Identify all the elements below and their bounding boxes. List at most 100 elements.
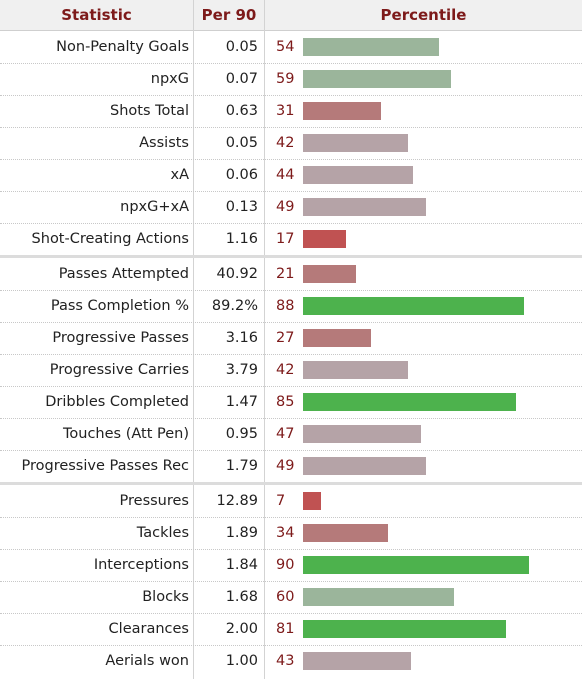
percentile-value: 85: [276, 394, 295, 410]
per90-value: 1.68: [225, 589, 258, 605]
percentile-value: 49: [276, 458, 295, 474]
stat-name: Progressive Passes: [52, 330, 189, 346]
percentile-value: 54: [276, 39, 295, 55]
table-row: Touches (Att Pen) 0.95 47: [0, 418, 582, 451]
table-row: Clearances 2.00 81: [0, 613, 582, 646]
stat-name: Pressures: [119, 493, 189, 509]
stat-name: xA: [170, 167, 189, 183]
percentile-bar: [303, 38, 439, 56]
percentile-bar: [303, 166, 414, 184]
percentile-bar: [303, 102, 381, 120]
stat-name: Aerials won: [105, 653, 189, 669]
percentile-bar: [303, 588, 454, 606]
percentile-value: 17: [276, 231, 295, 247]
per90-value: 1.16: [225, 231, 258, 247]
stat-name: Progressive Passes Rec: [21, 458, 189, 474]
stat-name: Assists: [139, 135, 189, 151]
percentile-bar: [303, 492, 321, 510]
table-row: Dribbles Completed 1.47 85: [0, 386, 582, 419]
percentile-value: 42: [276, 362, 295, 378]
percentile-bar: [303, 134, 409, 152]
per90-value: 0.63: [225, 103, 258, 119]
table-row: Tackles 1.89 34: [0, 517, 582, 550]
stat-name: Interceptions: [93, 557, 189, 573]
stat-name: Non-Penalty Goals: [56, 39, 189, 55]
per90-value: 0.06: [225, 167, 258, 183]
per90-value: 0.05: [225, 39, 258, 55]
stat-name: Shot-Creating Actions: [31, 231, 189, 247]
percentile-value: 43: [276, 653, 295, 669]
percentile-value: 21: [276, 266, 295, 282]
percentile-value: 34: [276, 525, 295, 541]
table-row: Shots Total 0.63 31: [0, 95, 582, 128]
stat-name: npxG: [150, 71, 189, 87]
table-row: Pressures 12.89 7: [0, 485, 582, 518]
stat-name: Clearances: [108, 621, 189, 637]
table-row: Progressive Passes Rec 1.79 49: [0, 450, 582, 482]
column-divider: [264, 0, 265, 679]
percentile-bar: [303, 652, 411, 670]
table-row: Aerials won 1.00 43: [0, 645, 582, 677]
stat-name: Passes Attempted: [58, 266, 189, 282]
per90-value: 0.05: [225, 135, 258, 151]
stat-name: Shots Total: [110, 103, 189, 119]
percentile-bar: [303, 297, 524, 315]
percentile-bar: [303, 457, 426, 475]
table-row: Progressive Passes 3.16 27: [0, 322, 582, 355]
header-statistic: Statistic: [61, 6, 132, 24]
table-row: Pass Completion % 89.2% 88: [0, 290, 582, 323]
group-separator: [0, 255, 582, 258]
per90-value: 0.95: [225, 426, 258, 442]
table-row: Blocks 1.68 60: [0, 581, 582, 614]
table-row: Assists 0.05 42: [0, 127, 582, 160]
per90-value: 2.00: [225, 621, 258, 637]
percentile-value: 59: [276, 71, 295, 87]
stat-name: Touches (Att Pen): [63, 426, 189, 442]
percentile-bar: [303, 70, 452, 88]
percentile-bar: [303, 265, 356, 283]
percentile-bar: [303, 230, 346, 248]
stat-name: Pass Completion %: [50, 298, 189, 314]
percentile-value: 27: [276, 330, 295, 346]
header-percentile: Percentile: [380, 6, 467, 24]
percentile-bar: [303, 198, 426, 216]
percentile-value: 88: [276, 298, 295, 314]
percentile-bar: [303, 393, 517, 411]
stat-name: Blocks: [142, 589, 189, 605]
per90-value: 89.2%: [211, 298, 258, 314]
percentile-bar: [303, 425, 421, 443]
table-row: xA 0.06 44: [0, 159, 582, 192]
stat-name: Dribbles Completed: [45, 394, 189, 410]
header-per90: Per 90: [201, 6, 257, 24]
table-row: Non-Penalty Goals 0.05 54: [0, 31, 582, 64]
per90-value: 3.16: [225, 330, 258, 346]
per90-value: 1.00: [225, 653, 258, 669]
per90-value: 1.79: [225, 458, 258, 474]
table-row: npxG+xA 0.13 49: [0, 191, 582, 224]
percentile-value: 7: [276, 493, 286, 509]
per90-value: 0.07: [225, 71, 258, 87]
per90-value: 1.47: [225, 394, 258, 410]
per90-value: 12.89: [216, 493, 258, 509]
percentile-bar: [303, 524, 389, 542]
percentile-value: 31: [276, 103, 295, 119]
percentile-bar: [303, 361, 409, 379]
table-row: Progressive Carries 3.79 42: [0, 354, 582, 387]
per90-value: 3.79: [225, 362, 258, 378]
stat-name: npxG+xA: [120, 199, 189, 215]
per90-value: 1.84: [225, 557, 258, 573]
table-row: npxG 0.07 59: [0, 63, 582, 96]
group-separator: [0, 482, 582, 485]
table-row: Passes Attempted 40.92 21: [0, 258, 582, 291]
per90-value: 40.92: [216, 266, 258, 282]
column-divider: [193, 0, 194, 679]
percentile-value: 49: [276, 199, 295, 215]
per90-value: 0.13: [225, 199, 258, 215]
stat-name: Progressive Carries: [49, 362, 189, 378]
percentile-value: 81: [276, 621, 295, 637]
table-header: Statistic Per 90 Percentile: [0, 0, 582, 31]
per90-value: 1.89: [225, 525, 258, 541]
percentile-bar: [303, 329, 371, 347]
stat-name: Tackles: [136, 525, 189, 541]
